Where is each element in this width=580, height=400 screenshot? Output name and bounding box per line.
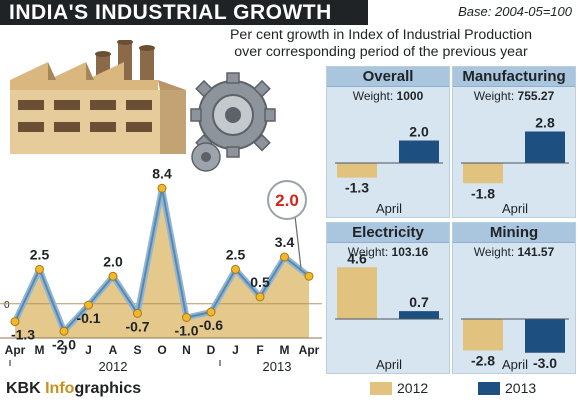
bar-value-label: 2.0 [409, 124, 429, 140]
month-label: F [256, 343, 263, 357]
factory-icon [10, 40, 186, 154]
month-label: S [133, 343, 141, 357]
bar-value-label: -1.3 [345, 180, 369, 196]
factory-illustration [10, 40, 276, 172]
subtitle-line-1: Per cent growth in Index of Industrial P… [229, 27, 533, 43]
bar-2012 [463, 163, 503, 184]
data-point [182, 313, 191, 322]
panel-title: Mining [453, 223, 575, 243]
month-label: M [280, 343, 290, 357]
bar-chart-mining: -2.8 -3.0 April [461, 318, 569, 372]
month-label: J [232, 343, 239, 357]
panel-manufacturing: Manufacturing Weight: 755.27 -1.8 2.8 Apri… [452, 66, 576, 218]
panel-overall: Overall Weight: 1000 -1.3 2.0 April [326, 66, 450, 218]
data-point [10, 317, 20, 327]
bar-2013 [399, 140, 439, 163]
year-label: 2012 [99, 359, 128, 374]
growth-line-chart: 0-1.32.5-2.0-0.12.0-0.78.4-1.0 -0.62.50.5… [0, 165, 322, 357]
bar-chart-overall: -1.3 2.0 April [335, 124, 443, 216]
bar-value-label: 2.8 [535, 115, 555, 131]
data-label: 8.4 [152, 165, 172, 181]
data-point [231, 264, 240, 274]
month-label: M [35, 343, 45, 357]
legend-swatch-2012 [370, 382, 392, 395]
month-label: Apr [5, 343, 26, 357]
data-point [108, 271, 118, 281]
bar-chart-electricity: 4.6 0.7 April [335, 250, 443, 372]
data-label: -1.3 [11, 327, 35, 343]
data-point [133, 308, 142, 318]
panel-title: Electricity [327, 223, 449, 243]
bar-chart-manufacturing: -1.8 2.8 April [461, 115, 569, 216]
bar-value-label: 4.6 [347, 250, 367, 266]
bar-value-label: -1.8 [471, 185, 495, 201]
title-bar: INDIA'S INDUSTRIAL GROWTH Base: 2004-05=… [0, 0, 580, 26]
data-label: -0.6 [199, 317, 223, 333]
category-label: April [376, 201, 402, 216]
data-label: 3.4 [275, 234, 295, 250]
data-label: 2.5 [226, 246, 246, 262]
panel-weight: Weight: 755.27 [473, 89, 555, 103]
data-point [59, 326, 69, 336]
panel-weight: Weight: 141.57 [473, 245, 555, 259]
data-point [206, 307, 216, 317]
subtitle: Per cent growth in Index of Industrial P… [188, 27, 574, 61]
subtitle-line-2: over corresponding period of the previou… [234, 44, 528, 60]
data-label: 2.0 [103, 253, 123, 269]
callout-bubble [267, 180, 307, 220]
zero-label: 0 [4, 300, 10, 311]
data-label: -1.0 [174, 323, 198, 339]
data-point [157, 183, 167, 193]
month-label: D [207, 343, 216, 357]
category-label: April [376, 357, 402, 372]
panel-weight: Weight: 103.16 [347, 245, 429, 259]
legend-label-2013: 2013 [505, 380, 537, 396]
panel-mining: Mining Weight: 141.57 -2.8 -3.0 April [452, 222, 576, 374]
data-point [280, 252, 289, 262]
callout-value: 2.0 [275, 191, 299, 210]
page-title: INDIA'S INDUSTRIAL GROWTH [0, 0, 368, 25]
bar-value-label: -2.8 [471, 353, 495, 369]
month-label: J [85, 343, 92, 357]
bar-value-label: 0.7 [409, 294, 429, 310]
bar-value-label: -3.0 [533, 355, 557, 371]
year-label: 2013 [263, 359, 292, 374]
data-label: 0.5 [250, 274, 270, 290]
year-axis: 2012 2013 [9, 359, 292, 374]
data-point [35, 264, 44, 274]
brand-logo: KBK Infographics [6, 380, 142, 397]
bar-2012 [337, 163, 377, 178]
panel-weight: Weight: 1000 [352, 89, 424, 103]
growth-area [15, 188, 309, 338]
base-note: Base: 2004-05=100 [458, 4, 572, 19]
month-label: A [109, 343, 118, 357]
gear-icon [190, 72, 276, 158]
bar-2013 [525, 131, 565, 163]
panel-title: Manufacturing [453, 67, 575, 87]
data-point [304, 271, 314, 281]
panel-title: Overall [327, 67, 449, 87]
data-label: 2.5 [30, 246, 50, 262]
legend-swatch-2013 [478, 382, 500, 395]
category-label: April [502, 357, 528, 372]
category-label: April [502, 201, 528, 216]
bar-2013 [525, 319, 565, 353]
small-gear-icon [191, 142, 221, 172]
bar-2012 [337, 267, 377, 319]
legend-label-2012: 2012 [397, 380, 429, 396]
data-label: -0.7 [125, 318, 149, 334]
panel-electricity: Electricity Weight: 103.16 4.6 0.7 April [326, 222, 450, 374]
month-label: O [157, 343, 166, 357]
callout-pointer [294, 215, 302, 269]
data-point [255, 292, 265, 302]
data-label: -2.0 [52, 336, 76, 352]
data-label: -0.1 [76, 310, 100, 326]
data-point [84, 300, 93, 310]
bar-2012 [463, 319, 503, 351]
bar-2013 [399, 311, 439, 319]
month-label: J [61, 343, 68, 357]
month-label: Apr [299, 343, 320, 357]
month-label: N [182, 343, 191, 357]
